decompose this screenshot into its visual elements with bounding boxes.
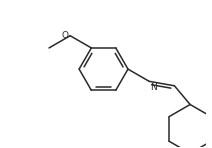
Text: N: N	[150, 83, 157, 92]
Text: O: O	[61, 31, 68, 40]
